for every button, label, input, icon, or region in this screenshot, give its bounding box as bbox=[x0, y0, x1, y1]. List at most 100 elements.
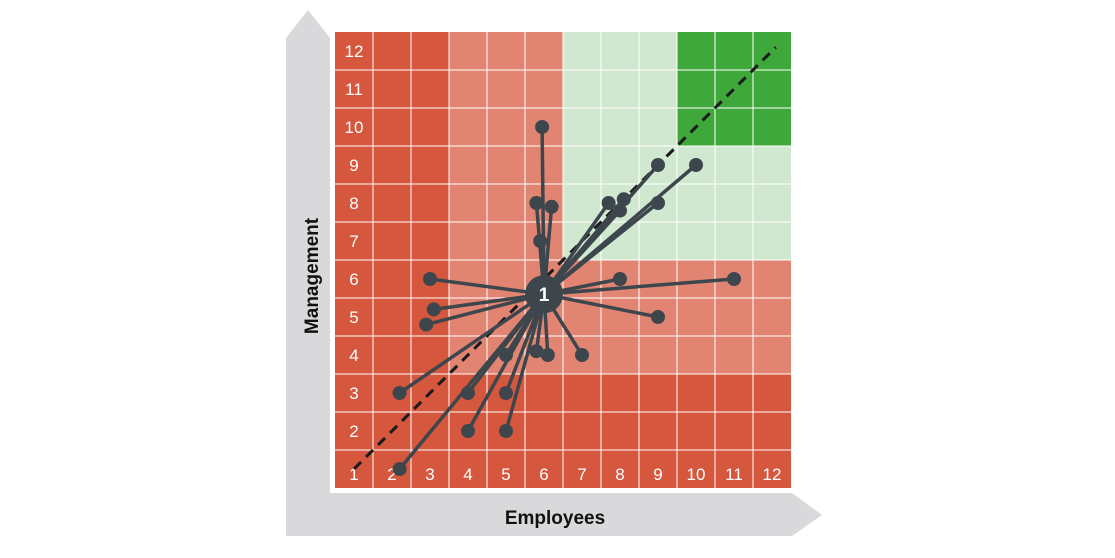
zone-cell-2-10 bbox=[373, 108, 411, 146]
zone-cell-12-5 bbox=[753, 298, 791, 336]
zone-cell-4-1 bbox=[449, 450, 487, 488]
zone-cell-7-9 bbox=[563, 146, 601, 184]
zone-cell-6-11 bbox=[525, 70, 563, 108]
zone-cell-3-11 bbox=[411, 70, 449, 108]
zone-cell-5-12 bbox=[487, 32, 525, 70]
zone-cell-9-2 bbox=[639, 412, 677, 450]
zone-cell-2-4 bbox=[373, 336, 411, 374]
zone-cell-2-8 bbox=[373, 184, 411, 222]
zone-cell-12-3 bbox=[753, 374, 791, 412]
zone-cell-8-2 bbox=[601, 412, 639, 450]
spoke-line bbox=[397, 292, 546, 395]
x-tick-label: 8 bbox=[615, 465, 624, 484]
y-tick-label: 3 bbox=[349, 384, 358, 403]
zone-cell-1-4 bbox=[335, 336, 373, 374]
x-tick-label: 10 bbox=[687, 465, 706, 484]
zone-cell-4-12 bbox=[449, 32, 487, 70]
y-tick-label: 10 bbox=[345, 118, 364, 137]
spoke-line bbox=[540, 125, 546, 296]
data-point bbox=[575, 348, 589, 362]
zone-cell-12-10 bbox=[753, 108, 791, 146]
diagonal-dashed-line bbox=[352, 46, 777, 471]
zone-cell-11-5 bbox=[715, 298, 753, 336]
x-tick-label: 5 bbox=[501, 465, 510, 484]
y-tick-label: 8 bbox=[349, 194, 358, 213]
zone-cell-10-1 bbox=[677, 450, 715, 488]
zone-cell-12-12 bbox=[753, 32, 791, 70]
zone-cell-5-7 bbox=[487, 222, 525, 260]
zone-cell-6-12 bbox=[525, 32, 563, 70]
y-axis-label: Management bbox=[302, 217, 323, 334]
zone-cell-9-7 bbox=[639, 222, 677, 260]
zone-cell-5-8 bbox=[487, 184, 525, 222]
zone-cell-1-5 bbox=[335, 298, 373, 336]
zone-cell-7-8 bbox=[563, 184, 601, 222]
zone-cell-8-10 bbox=[601, 108, 639, 146]
point-layer bbox=[392, 120, 741, 476]
zone-cell-12-7 bbox=[753, 222, 791, 260]
zone-cell-10-2 bbox=[677, 412, 715, 450]
zone-cell-10-3 bbox=[677, 374, 715, 412]
data-point bbox=[461, 424, 475, 438]
zone-cell-12-9 bbox=[753, 146, 791, 184]
y-tick-label: 11 bbox=[345, 80, 363, 99]
x-tick-label: 7 bbox=[577, 465, 586, 484]
data-point bbox=[727, 272, 741, 286]
zone-cell-11-3 bbox=[715, 374, 753, 412]
zone-cell-4-6 bbox=[449, 260, 487, 298]
zone-cell-3-1 bbox=[411, 450, 449, 488]
y-tick-label: 5 bbox=[349, 308, 358, 327]
spoke-line bbox=[504, 292, 546, 433]
y-tick-label: 12 bbox=[345, 42, 364, 61]
data-point bbox=[544, 199, 559, 214]
data-point bbox=[533, 234, 548, 248]
y-tick-label: 4 bbox=[349, 346, 358, 365]
data-point bbox=[651, 158, 665, 172]
data-point bbox=[651, 310, 665, 324]
zone-cell-2-6 bbox=[373, 260, 411, 298]
data-point bbox=[535, 120, 550, 134]
zone-cell-7-2 bbox=[563, 412, 601, 450]
x-axis-label: Employees bbox=[505, 508, 605, 529]
data-point bbox=[651, 196, 665, 210]
zone-cell-1-11 bbox=[335, 70, 373, 108]
data-point bbox=[499, 386, 513, 400]
zone-cell-12-6 bbox=[753, 260, 791, 298]
x-tick-label: 1 bbox=[349, 465, 358, 484]
x-tick-label: 6 bbox=[539, 465, 548, 484]
zone-cell-3-7 bbox=[411, 222, 449, 260]
zone-cell-7-10 bbox=[563, 108, 601, 146]
zone-cell-1-10 bbox=[335, 108, 373, 146]
y-tick-label: 7 bbox=[349, 232, 358, 251]
zone-cell-10-11 bbox=[677, 70, 715, 108]
zone-cell-1-7 bbox=[335, 222, 373, 260]
data-point bbox=[613, 203, 627, 218]
zone-cell-2-9 bbox=[373, 146, 411, 184]
y-tick-label: 6 bbox=[349, 270, 358, 289]
zone-cell-4-7 bbox=[449, 222, 487, 260]
zone-cell-10-8 bbox=[677, 184, 715, 222]
zone-cell-12-11 bbox=[753, 70, 791, 108]
zone-cell-7-3 bbox=[563, 374, 601, 412]
zone-cell-8-11 bbox=[601, 70, 639, 108]
data-point bbox=[499, 348, 513, 362]
x-tick-label: 4 bbox=[463, 465, 472, 484]
data-point bbox=[540, 348, 555, 362]
zone-cell-4-10 bbox=[449, 108, 487, 146]
zone-cell-1-2 bbox=[335, 412, 373, 450]
zone-cell-9-10 bbox=[639, 108, 677, 146]
data-point bbox=[461, 386, 475, 400]
x-tick-label: 2 bbox=[387, 465, 396, 484]
zone-cell-12-8 bbox=[753, 184, 791, 222]
zone-cell-7-1 bbox=[563, 450, 601, 488]
zone-cell-8-9 bbox=[601, 146, 639, 184]
zone-cell-5-10 bbox=[487, 108, 525, 146]
zone-cell-8-4 bbox=[601, 336, 639, 374]
x-axis-arrow bbox=[286, 493, 822, 536]
zone-cell-12-1 bbox=[753, 450, 791, 488]
zone-cell-2-7 bbox=[373, 222, 411, 260]
x-tick-label: 12 bbox=[763, 465, 782, 484]
spoke-line bbox=[542, 163, 660, 296]
zone-cell-11-10 bbox=[715, 108, 753, 146]
